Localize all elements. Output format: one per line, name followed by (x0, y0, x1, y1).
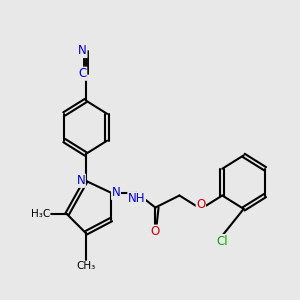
Text: Cl: Cl (217, 235, 228, 248)
Text: N: N (112, 186, 120, 199)
Text: N: N (76, 174, 85, 187)
Text: O: O (196, 198, 206, 212)
Text: O: O (151, 225, 160, 238)
Text: H₃C: H₃C (31, 209, 50, 219)
Text: NH: NH (128, 192, 146, 205)
Text: N: N (78, 44, 87, 58)
Text: CH₃: CH₃ (76, 261, 95, 272)
Text: C: C (78, 67, 87, 80)
